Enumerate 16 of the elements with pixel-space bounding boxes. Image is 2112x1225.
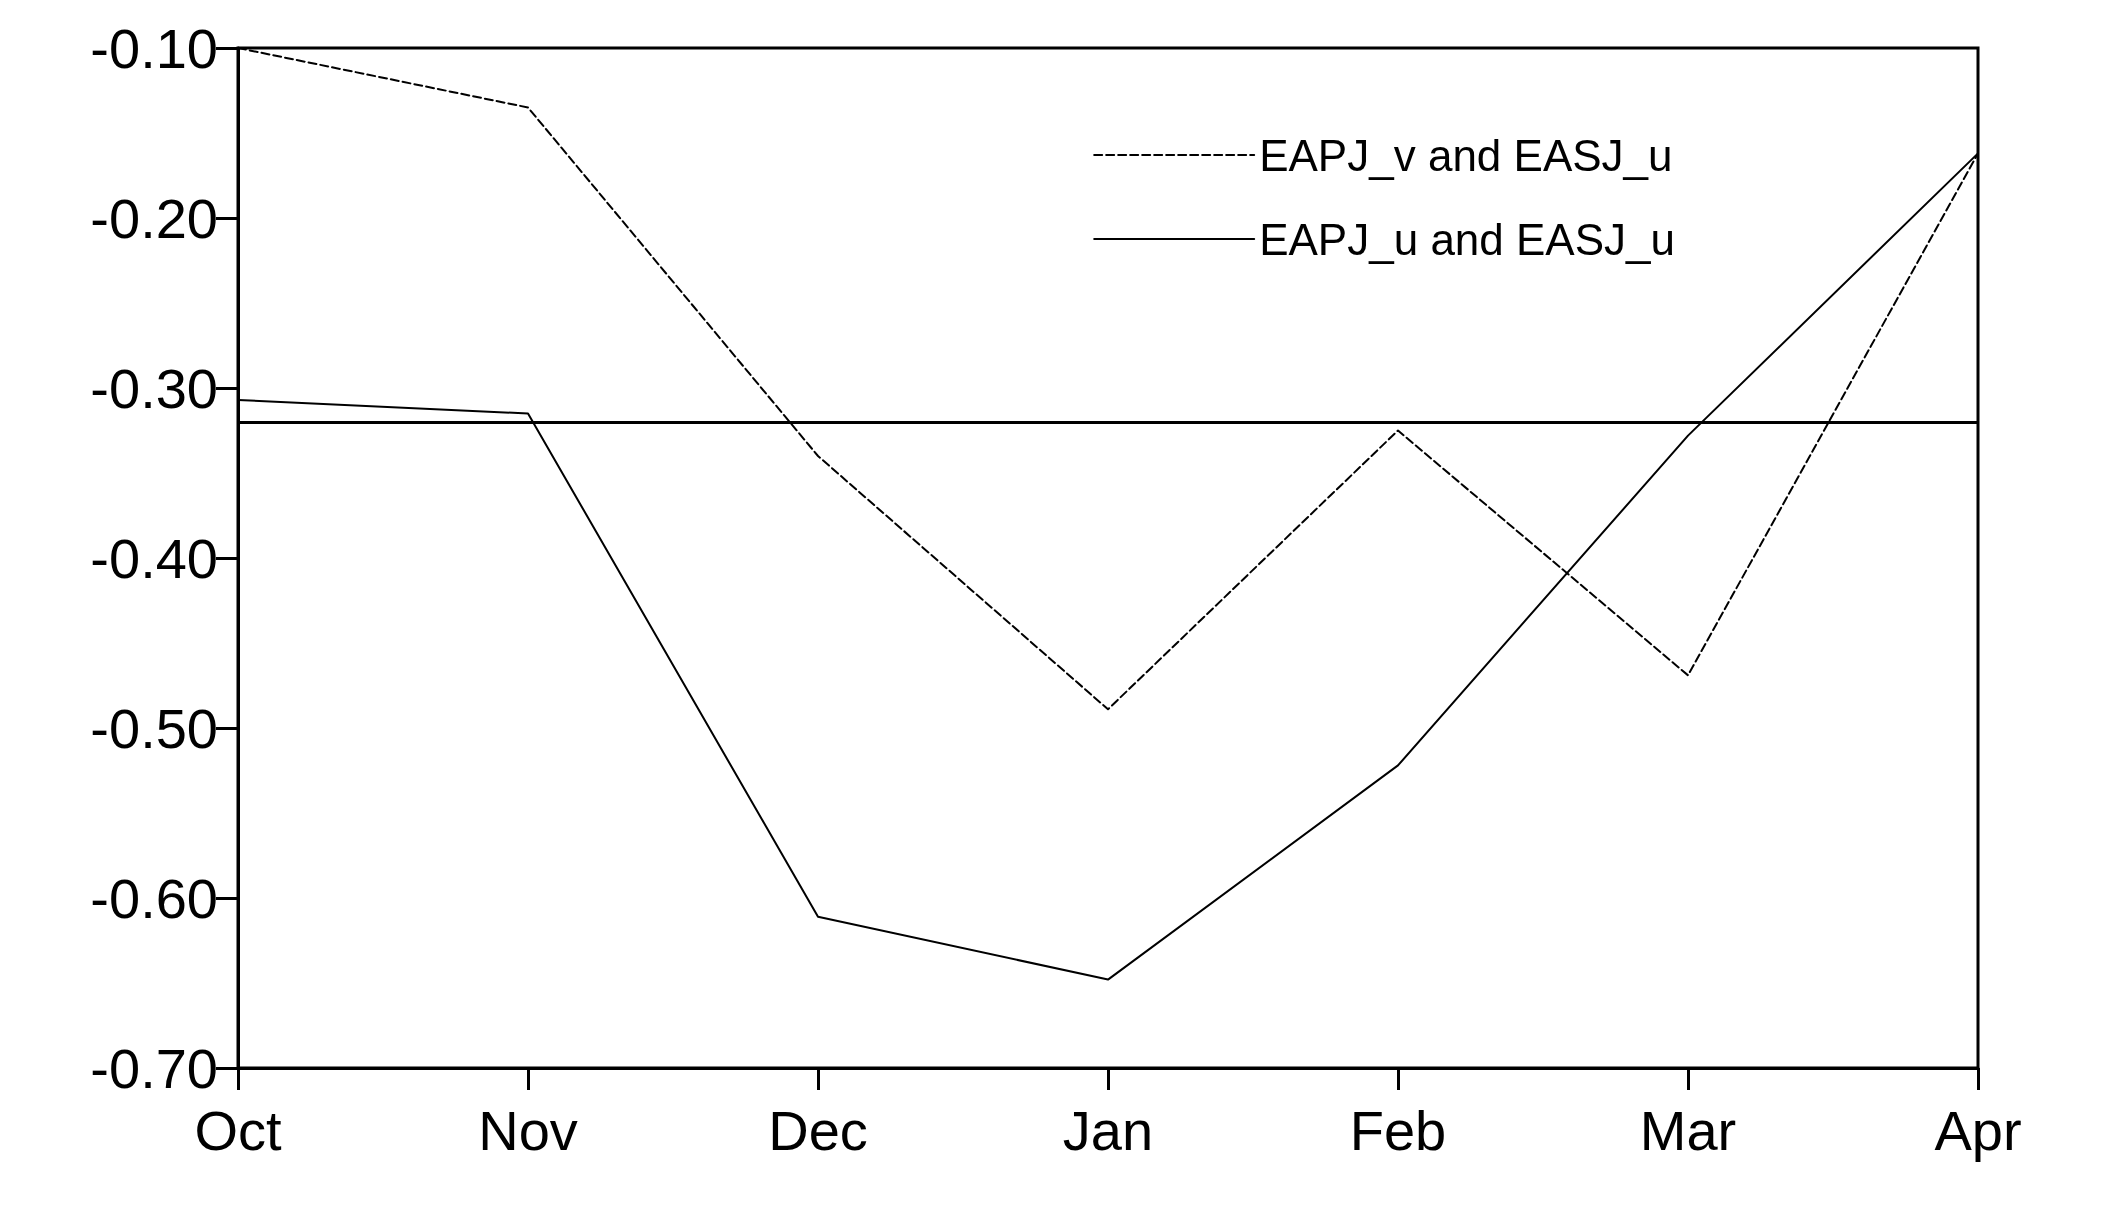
legend-label: EAPJ_u and EASJ_u [1259, 214, 1676, 264]
x-tick-label: Mar [1639, 1098, 1737, 1162]
y-tick-label: -0.30 [90, 356, 218, 420]
x-tick-label: Dec [768, 1098, 868, 1162]
y-tick-label: -0.60 [90, 866, 218, 930]
y-tick-label: -0.70 [90, 1036, 218, 1100]
x-tick-label: Oct [194, 1098, 282, 1162]
x-tick-label: Nov [478, 1098, 578, 1162]
y-tick-label: -0.50 [90, 696, 218, 760]
y-tick-label: -0.10 [90, 16, 218, 80]
x-tick-label: Jan [1062, 1098, 1154, 1162]
legend-label: EAPJ_v and EASJ_u [1259, 130, 1673, 180]
x-tick-label: Apr [1934, 1098, 2022, 1162]
x-tick-label: Feb [1349, 1098, 1447, 1162]
y-tick-label: -0.20 [90, 186, 218, 250]
y-tick-label: -0.40 [90, 526, 218, 590]
